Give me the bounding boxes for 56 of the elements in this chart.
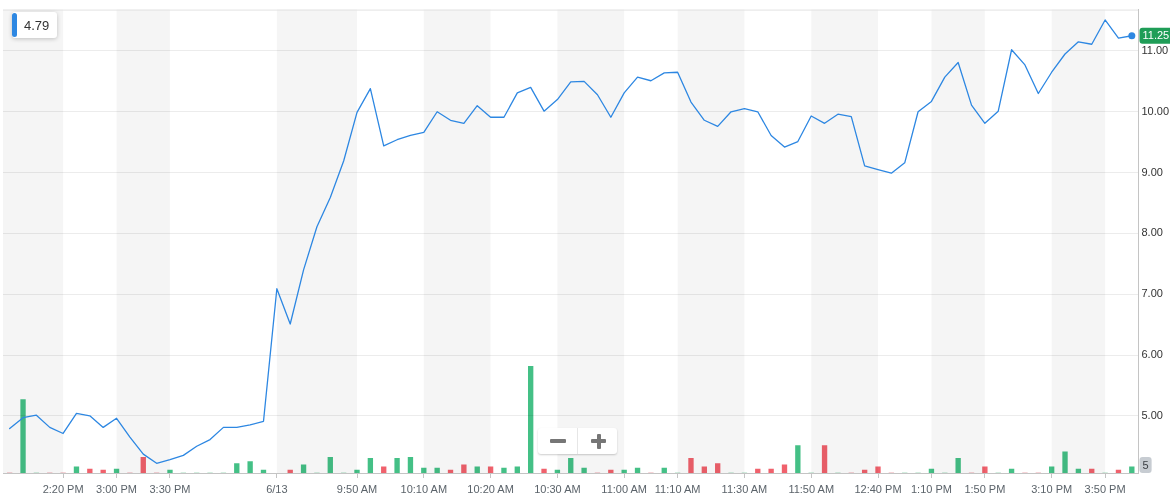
bar: [715, 463, 721, 473]
data-label: 11.25: [1142, 29, 1170, 42]
x-tick-label: 10:10 AM: [400, 482, 448, 495]
bar: [327, 456, 333, 473]
bar: [367, 458, 374, 473]
bar: [461, 464, 467, 473]
bar: [528, 366, 534, 473]
bar: [982, 466, 988, 473]
bar: [20, 399, 26, 473]
x-tick-label: 3:10 PM: [1031, 482, 1073, 495]
bar: [821, 445, 828, 473]
bar: [568, 458, 574, 473]
x-tick-label: 6/13: [266, 482, 288, 495]
bar: [247, 461, 253, 473]
bar: [234, 463, 240, 473]
x-tick-label: 1:10 PM: [910, 482, 952, 495]
bar: [581, 467, 587, 473]
x-tick-label: 12:40 PM: [854, 482, 902, 495]
y-tick-label: 7.00: [1141, 287, 1163, 300]
text: 5: [1142, 458, 1149, 471]
bar: [394, 458, 400, 473]
bar: [781, 464, 788, 473]
x-tick-label: 3:50 PM: [1084, 482, 1126, 495]
bar: [875, 466, 881, 473]
x-tick-label: 2:20 PM: [42, 482, 84, 495]
x-tick-label: 3:00 PM: [96, 482, 138, 495]
bar: [541, 468, 547, 473]
bar: [795, 445, 801, 473]
bar: [501, 467, 507, 473]
bar: [434, 467, 440, 473]
bar: [140, 456, 146, 473]
y-tick-label: 10.00: [1141, 104, 1170, 117]
x-tick-label: 11:30 AM: [721, 482, 768, 495]
bar: [87, 468, 93, 473]
y-tick-label: 9.00: [1141, 165, 1163, 178]
bar: [300, 464, 307, 473]
bar: [688, 458, 694, 473]
bar: [167, 469, 173, 473]
y-tick-label: 8.00: [1141, 226, 1163, 239]
x-tick-label: 10:30 AM: [534, 482, 581, 495]
y-tick-label: 5.00: [1141, 408, 1163, 421]
x-tick-label: 11:50 AM: [788, 482, 835, 495]
x-tick-label: 9:50 AM: [336, 482, 378, 495]
x-tick-label: 3:30 PM: [149, 482, 191, 495]
bar: [1062, 451, 1068, 473]
x-tick-label: 11:00 AM: [601, 482, 648, 495]
x-tick-label: 11:10 AM: [654, 482, 701, 495]
bar: [354, 469, 360, 473]
x-tick-label: 10:20 AM: [467, 482, 514, 495]
bar: [407, 456, 414, 473]
bar: [955, 458, 961, 473]
y-tick-label: 11.00: [1141, 43, 1169, 56]
bar: [768, 468, 774, 473]
x-tick-label: 1:50 PM: [964, 482, 1006, 495]
annotation: 4.79: [24, 17, 50, 33]
y-tick-label: 6.00: [1141, 348, 1163, 361]
